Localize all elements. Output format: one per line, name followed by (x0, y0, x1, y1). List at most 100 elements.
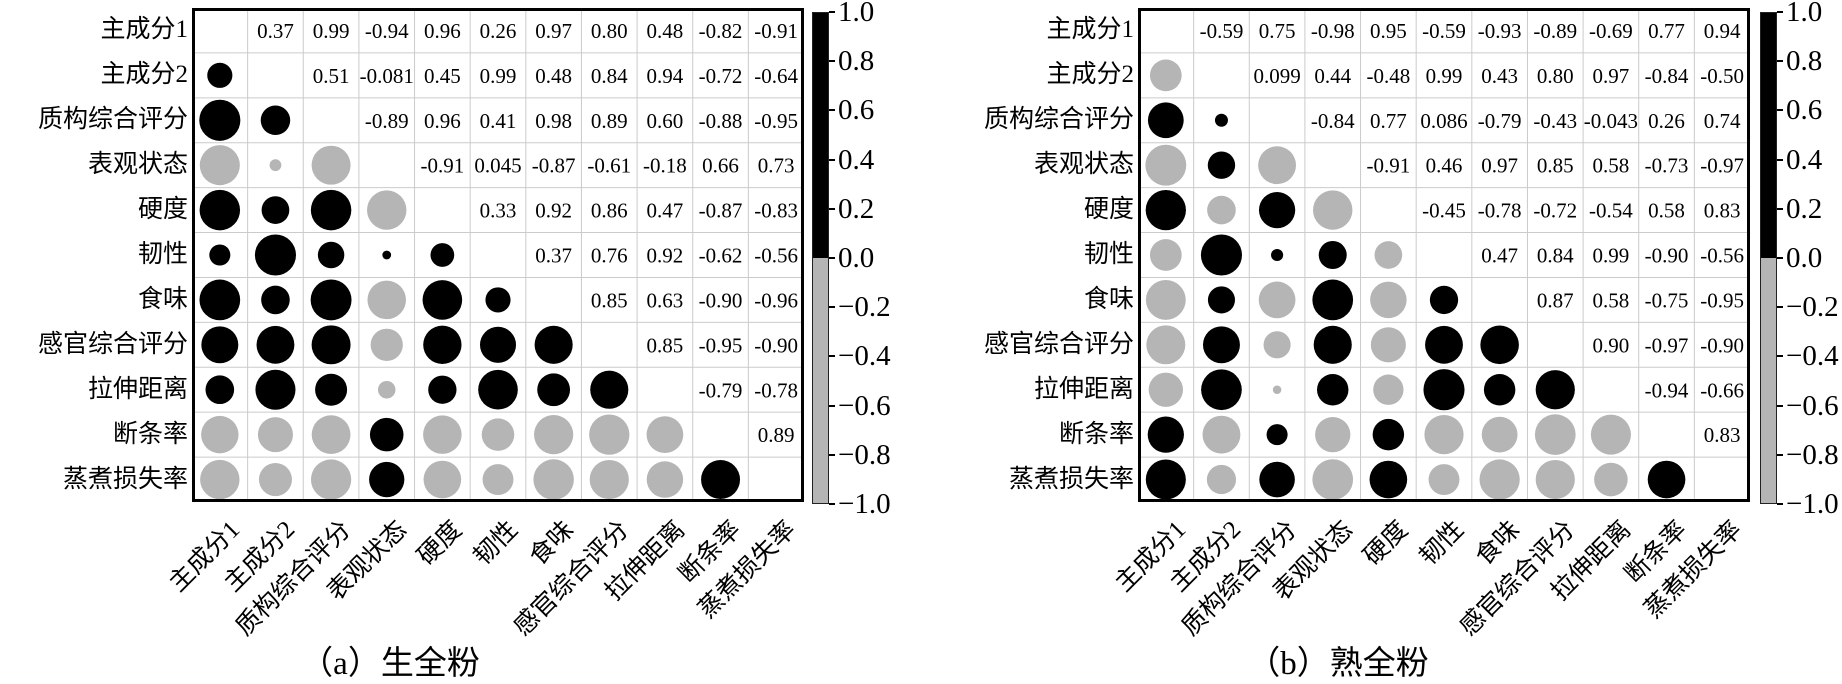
correlation-grid: 0.37 0.99 -0.94 0.96 0.26 0.97 0.80 0.48 -0.82 -0… (192, 8, 804, 502)
corr-circle (311, 325, 351, 365)
correlation-grid: -0.59 0.75 -0.98 0.95 -0.59 -0.93 -0.89 -0.69 0.… (1138, 8, 1750, 502)
corr-circle (1318, 240, 1347, 270)
corr-circle (199, 189, 241, 231)
corr-value: 0.086 (1420, 109, 1467, 133)
corr-value: 0.33 (480, 199, 517, 223)
colorbar-tick (829, 60, 835, 63)
colorbar-tick (829, 109, 835, 112)
corr-value: 0.41 (480, 109, 517, 133)
colorbar-tick (829, 207, 835, 210)
corr-value: -0.59 (1422, 19, 1466, 43)
colorbar-tick-label: 0.2 (1786, 192, 1823, 225)
colorbar-tick-label: 1.0 (838, 0, 875, 28)
corr-circle (478, 369, 518, 410)
corr-value: -0.96 (754, 288, 798, 312)
colorbar-tick (829, 355, 835, 358)
colorbar-tick (829, 257, 835, 259)
corr-circle (1258, 191, 1296, 229)
row-label: 硬度 (137, 196, 188, 224)
colorbar-tick-label: −0.6 (1786, 389, 1839, 422)
row-label: 主成分2 (1046, 61, 1134, 89)
row-label: 感官综合评分 (983, 330, 1134, 358)
corr-value: 0.66 (702, 154, 739, 178)
corr-value: 0.85 (591, 288, 628, 312)
corr-circle (310, 279, 352, 321)
colorbar-tick-label: 0.8 (1786, 45, 1823, 78)
corr-value: -0.081 (360, 64, 414, 88)
grid-border (1138, 8, 1750, 502)
corr-value: -0.82 (699, 19, 743, 43)
corr-value: -0.90 (754, 333, 798, 357)
corr-circle (481, 418, 515, 451)
corr-circle (1480, 325, 1519, 365)
corr-value: -0.66 (1700, 378, 1744, 402)
corr-value: -0.54 (1589, 199, 1633, 223)
corr-circle (1207, 195, 1236, 225)
corr-circle (1369, 460, 1408, 499)
corr-circle (1590, 414, 1631, 455)
corr-value: 0.045 (474, 154, 521, 178)
corr-circle (701, 460, 741, 500)
colorbar-positive-segment (1761, 13, 1776, 258)
row-label: 食味 (1083, 285, 1134, 313)
corr-value: 0.90 (1593, 333, 1630, 357)
corr-circle (1149, 59, 1182, 92)
corr-circle (1258, 281, 1296, 319)
row-label: 感官综合评分 (37, 330, 188, 358)
row-label: 蒸煮损失率 (1008, 465, 1134, 493)
corr-value: -0.97 (1645, 333, 1689, 357)
corr-circle (1202, 415, 1241, 454)
row-label: 蒸煮损失率 (62, 465, 188, 493)
corr-value: -0.94 (365, 19, 409, 43)
corr-circle (209, 244, 231, 266)
corr-value: 0.97 (535, 19, 572, 43)
corr-circle (1145, 459, 1186, 500)
corr-value: -0.61 (587, 154, 631, 178)
corr-circle (589, 414, 630, 455)
corr-value: 0.26 (480, 19, 517, 43)
corr-circle (254, 234, 297, 276)
corr-circle (1266, 424, 1288, 446)
corr-circle (258, 463, 292, 497)
colorbar-tick-label: −0.4 (838, 340, 891, 373)
corr-circle (1145, 279, 1186, 320)
corr-circle (423, 415, 462, 454)
grid-border (192, 8, 804, 502)
colorbar-tick-label: 0.8 (838, 45, 875, 78)
corr-circle (1373, 374, 1404, 405)
row-label: 主成分1 (100, 16, 188, 44)
corr-circle (422, 280, 463, 320)
row-label: 韧性 (1083, 241, 1134, 268)
corr-circle (1315, 416, 1351, 453)
corr-circle (255, 369, 296, 410)
corr-value: 0.48 (535, 64, 572, 88)
corr-circle (1374, 241, 1403, 269)
corr-value: -0.90 (1645, 244, 1689, 268)
colorbar-tick-label: −0.8 (1786, 438, 1839, 471)
corr-circle (1214, 113, 1228, 127)
corr-circle (205, 375, 235, 405)
corr-value: -0.79 (1478, 109, 1522, 133)
colorbar-tick (1777, 158, 1783, 161)
corr-value: -0.56 (1700, 244, 1744, 268)
corr-circle (1206, 464, 1237, 495)
corr-value: 0.77 (1648, 19, 1685, 43)
corr-value: 0.97 (1593, 64, 1630, 88)
corr-circle (370, 328, 403, 361)
corr-value: -0.90 (699, 288, 743, 312)
row-label: 断条率 (1058, 420, 1134, 448)
corr-circle (1313, 190, 1353, 230)
row-label: 表观状态 (87, 151, 188, 179)
corr-value: 0.92 (535, 199, 572, 223)
corr-value: -0.78 (754, 378, 798, 402)
corr-value: 0.47 (647, 199, 684, 223)
corr-circle (537, 373, 571, 407)
corr-value: 0.63 (647, 288, 684, 312)
corr-value: -0.043 (1584, 109, 1638, 133)
corr-circle (199, 279, 241, 321)
corr-circle (200, 459, 240, 500)
colorbar-tick-label: −0.4 (1786, 340, 1839, 373)
corr-value: 0.83 (1704, 199, 1741, 223)
